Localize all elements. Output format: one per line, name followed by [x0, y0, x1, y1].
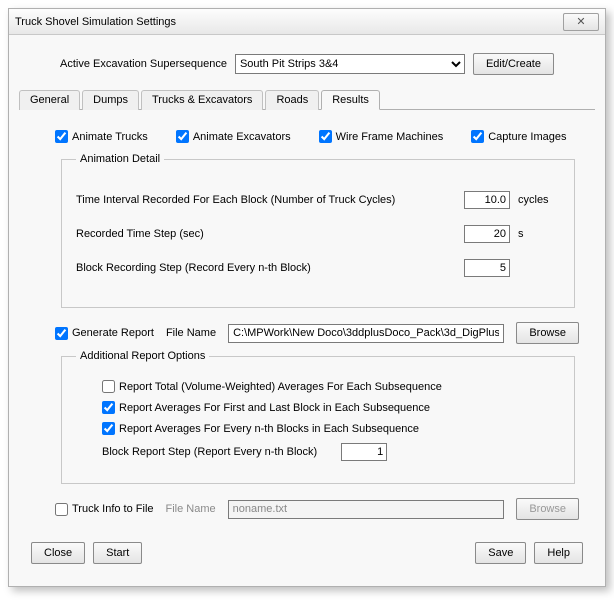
recorded-time-step-unit: s	[518, 228, 560, 240]
start-button[interactable]: Start	[93, 542, 142, 564]
block-recording-step-input[interactable]	[464, 259, 510, 277]
report-path-input[interactable]	[228, 324, 504, 343]
top-check-row: Animate Trucks Animate Excavators Wire F…	[55, 130, 579, 143]
block-report-step-label: Block Report Step (Report Every n-th Blo…	[102, 446, 317, 458]
truck-info-path-input	[228, 500, 505, 519]
chk-capture-images[interactable]: Capture Images	[471, 130, 566, 143]
animate-trucks-label: Animate Trucks	[72, 131, 148, 143]
browse-report-button[interactable]: Browse	[516, 322, 579, 344]
wire-frame-label: Wire Frame Machines	[336, 131, 444, 143]
chk-truck-info[interactable]: Truck Info to File	[55, 503, 154, 516]
capture-images-label: Capture Images	[488, 131, 566, 143]
save-button[interactable]: Save	[475, 542, 526, 564]
chk-generate-report[interactable]: Generate Report	[55, 327, 154, 340]
tab-general[interactable]: General	[19, 90, 80, 110]
truck-info-filename-label: File Name	[166, 503, 216, 515]
chk-animate-trucks[interactable]: Animate Trucks	[55, 130, 148, 143]
animate-excavators-checkbox[interactable]	[176, 130, 189, 143]
tab-trucks-excavators[interactable]: Trucks & Excavators	[141, 90, 263, 110]
recorded-time-step-input[interactable]	[464, 225, 510, 243]
row-recorded-time-step: Recorded Time Step (sec) s	[76, 225, 560, 243]
animate-excavators-label: Animate Excavators	[193, 131, 291, 143]
report-total-label: Report Total (Volume-Weighted) Averages …	[119, 381, 442, 393]
truck-info-label: Truck Info to File	[72, 503, 154, 515]
group-animation-detail: Animation Detail Time Interval Recorded …	[61, 153, 575, 308]
footer: Close Start Save Help	[19, 536, 595, 576]
additional-legend: Additional Report Options	[76, 350, 209, 362]
row-truck-info: Truck Info to File File Name Browse	[55, 498, 579, 520]
report-first-last-label: Report Averages For First and Last Block…	[119, 402, 430, 414]
report-total-checkbox[interactable]	[102, 380, 115, 393]
chk-animate-excavators[interactable]: Animate Excavators	[176, 130, 291, 143]
row-report-total: Report Total (Volume-Weighted) Averages …	[102, 380, 560, 393]
report-filename-label: File Name	[166, 327, 216, 339]
row-time-interval: Time Interval Recorded For Each Block (N…	[76, 191, 560, 209]
generate-report-label: Generate Report	[72, 327, 154, 339]
row-block-report-step: Block Report Step (Report Every n-th Blo…	[102, 443, 560, 461]
close-icon[interactable]: ✕	[563, 13, 599, 31]
close-button[interactable]: Close	[31, 542, 85, 564]
report-every-n-checkbox[interactable]	[102, 422, 115, 435]
block-recording-step-label: Block Recording Step (Record Every n-th …	[76, 262, 311, 274]
recorded-time-step-label: Recorded Time Step (sec)	[76, 228, 204, 240]
browse-truckinfo-button: Browse	[516, 498, 579, 520]
row-generate-report: Generate Report File Name Browse	[55, 322, 579, 344]
window-title: Truck Shovel Simulation Settings	[15, 16, 563, 28]
report-first-last-checkbox[interactable]	[102, 401, 115, 414]
help-button[interactable]: Help	[534, 542, 583, 564]
capture-images-checkbox[interactable]	[471, 130, 484, 143]
dialog: Truck Shovel Simulation Settings ✕ Activ…	[8, 8, 606, 587]
group-additional-report: Additional Report Options Report Total (…	[61, 350, 575, 484]
time-interval-label: Time Interval Recorded For Each Block (N…	[76, 194, 395, 206]
generate-report-checkbox[interactable]	[55, 327, 68, 340]
titlebar: Truck Shovel Simulation Settings ✕	[9, 9, 605, 35]
wire-frame-checkbox[interactable]	[319, 130, 332, 143]
truck-info-checkbox[interactable]	[55, 503, 68, 516]
supersequence-label: Active Excavation Supersequence	[60, 58, 227, 70]
chk-wire-frame[interactable]: Wire Frame Machines	[319, 130, 444, 143]
time-interval-unit: cycles	[518, 194, 560, 206]
report-every-n-label: Report Averages For Every n-th Blocks in…	[119, 423, 419, 435]
row-report-first-last: Report Averages For First and Last Block…	[102, 401, 560, 414]
row-block-recording-step: Block Recording Step (Record Every n-th …	[76, 259, 560, 277]
tab-dumps[interactable]: Dumps	[82, 90, 139, 110]
supersequence-row: Active Excavation Supersequence South Pi…	[19, 53, 595, 75]
tabstrip: General Dumps Trucks & Excavators Roads …	[19, 89, 595, 110]
time-interval-input[interactable]	[464, 191, 510, 209]
animate-trucks-checkbox[interactable]	[55, 130, 68, 143]
supersequence-select[interactable]: South Pit Strips 3&4	[235, 54, 465, 74]
row-report-every-n: Report Averages For Every n-th Blocks in…	[102, 422, 560, 435]
tab-results[interactable]: Results	[321, 90, 380, 110]
close-glyph: ✕	[576, 15, 585, 28]
tab-roads[interactable]: Roads	[265, 90, 319, 110]
dialog-body: Active Excavation Supersequence South Pi…	[9, 35, 605, 586]
tabcontent-results: Animate Trucks Animate Excavators Wire F…	[19, 110, 595, 536]
block-report-step-input[interactable]	[341, 443, 387, 461]
animation-detail-legend: Animation Detail	[76, 153, 164, 165]
edit-create-button[interactable]: Edit/Create	[473, 53, 554, 75]
